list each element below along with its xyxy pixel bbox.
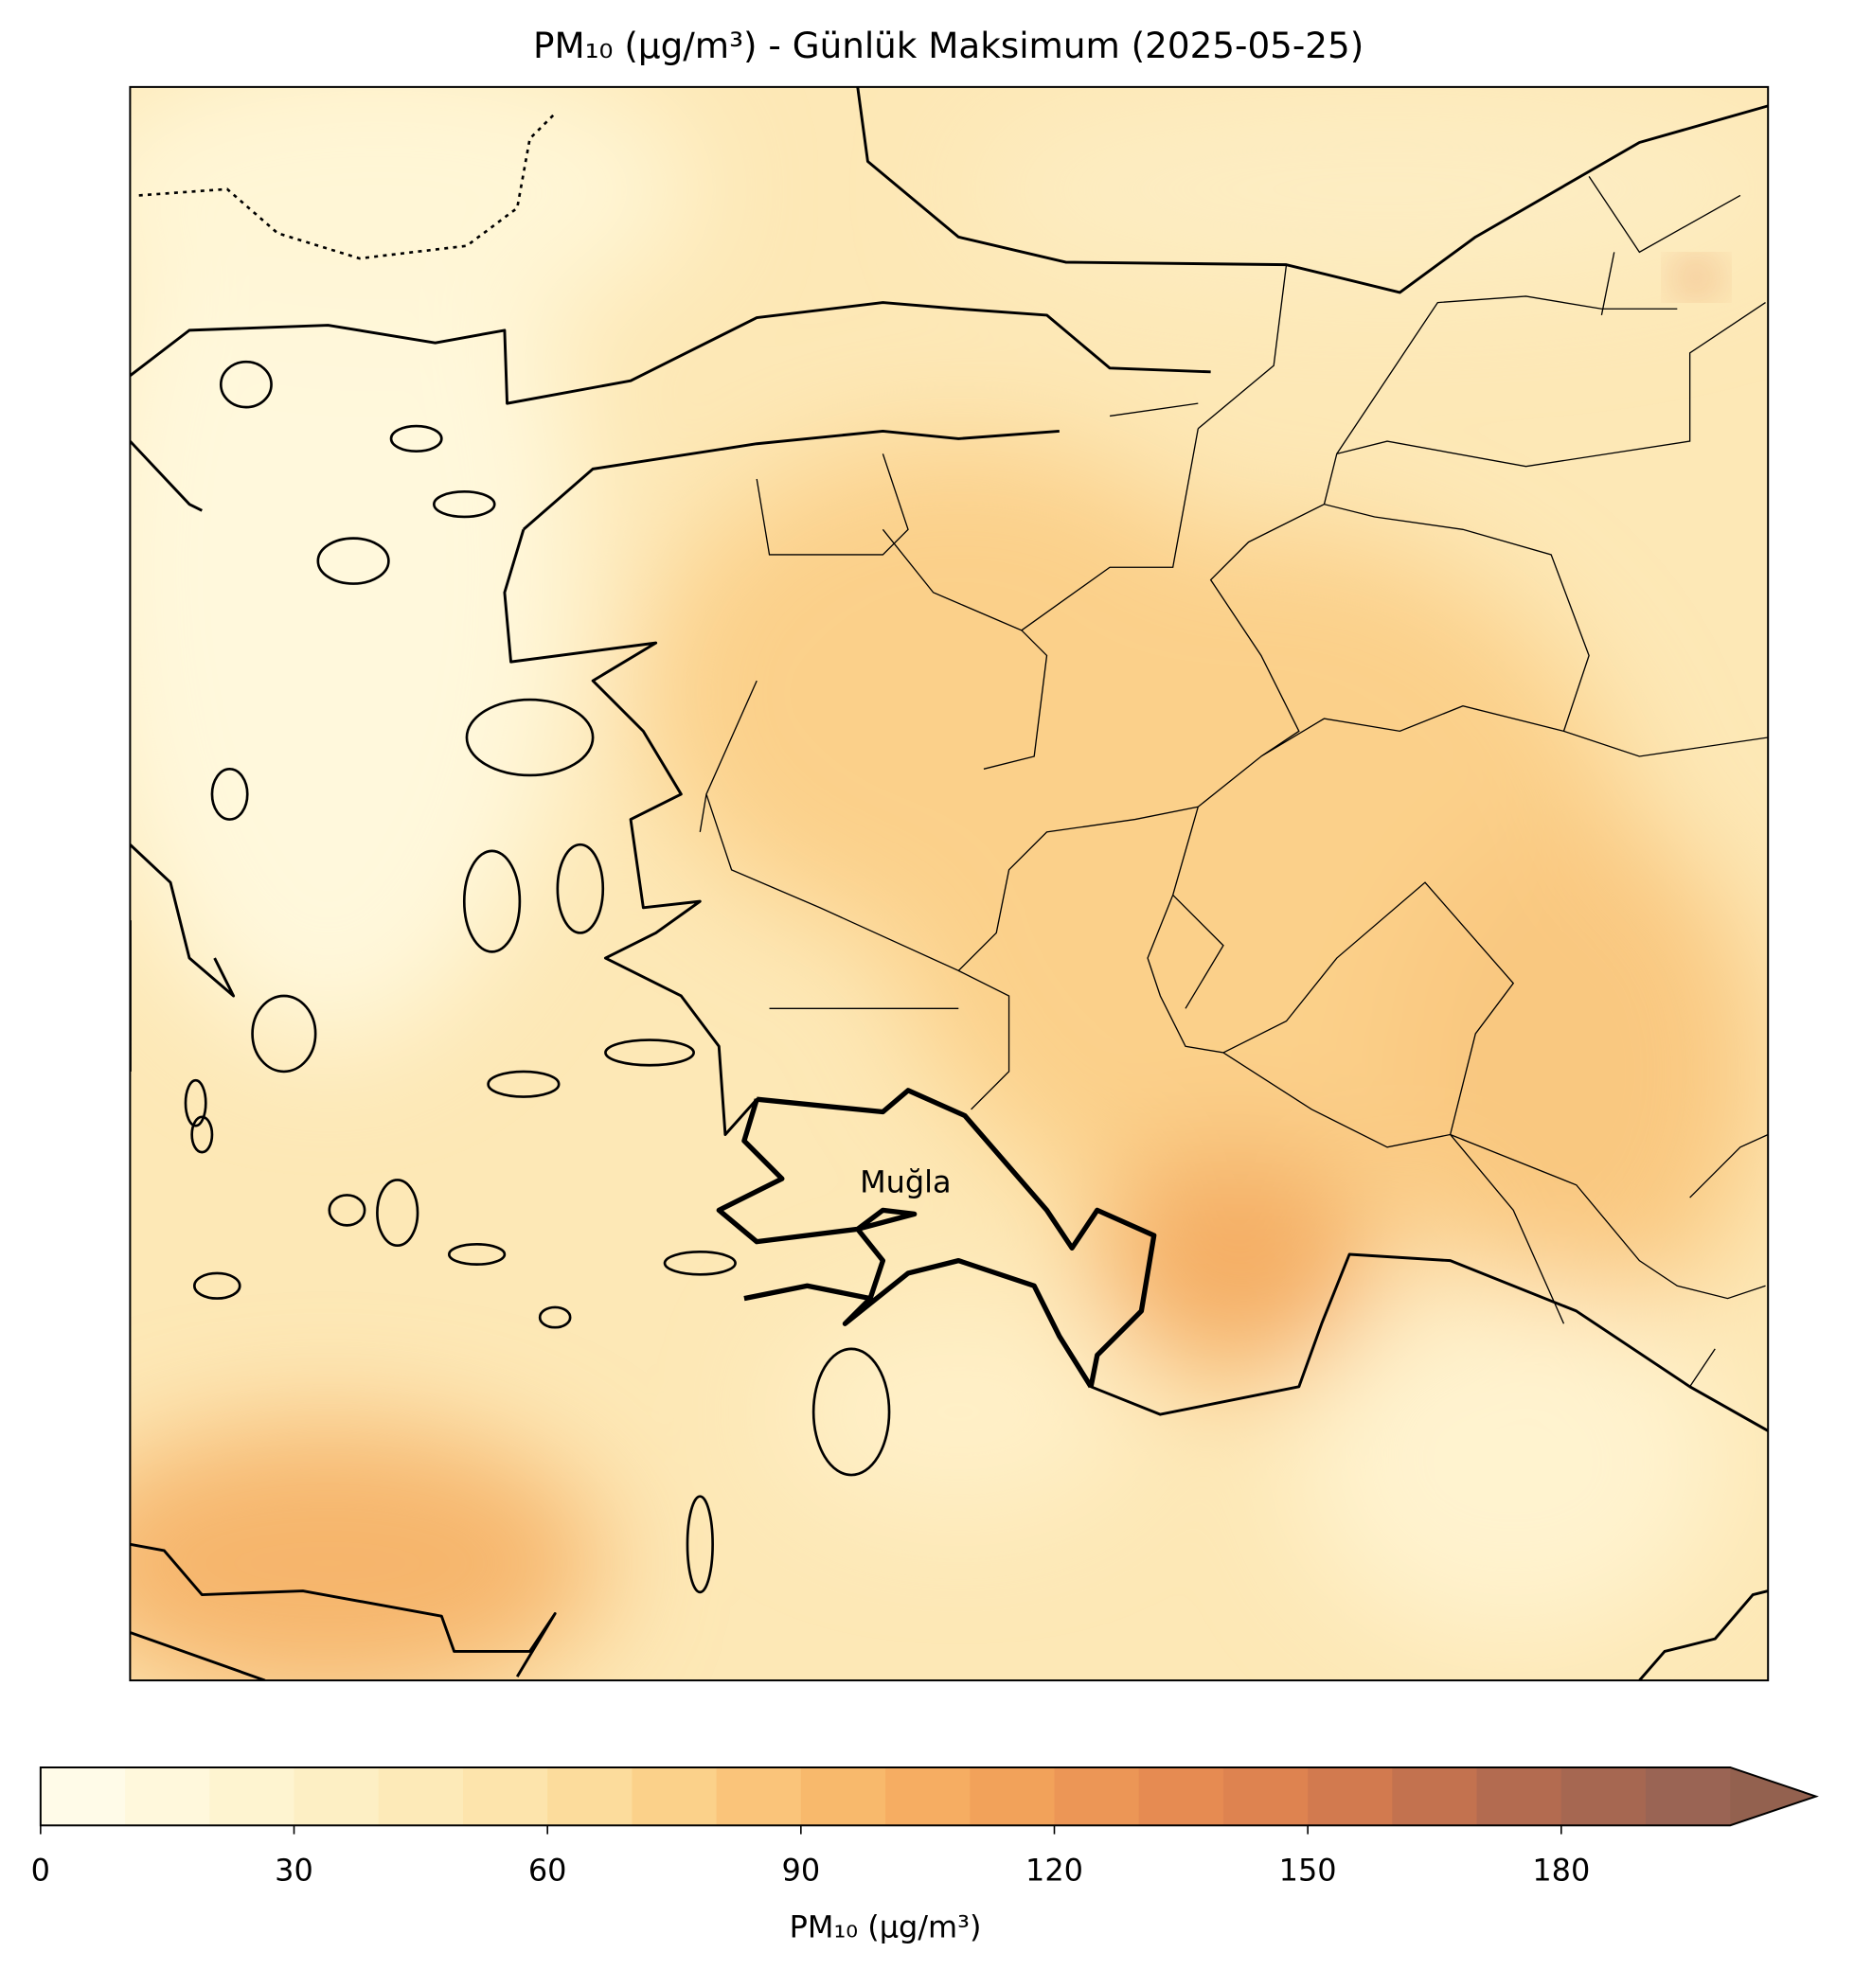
colorbar-bin [209, 1766, 295, 1826]
colorbar-bin [716, 1766, 802, 1826]
colorbar-bin [1054, 1766, 1140, 1826]
colorbar-extension [1730, 1766, 1816, 1826]
pm-field [130, 86, 1769, 1681]
colorbar-bin [1646, 1766, 1731, 1826]
colorbar-bin [1392, 1766, 1478, 1826]
colorbar: 0 30 60 90 120 150 180 [31, 1766, 1819, 1888]
coastline [1638, 1589, 1769, 1681]
border [138, 112, 557, 260]
colorbar-label: PM₁₀ (µg/m³) [790, 1908, 982, 1944]
colorbar-bin [40, 1766, 126, 1826]
map: Muğla [130, 86, 1769, 1681]
colorbar-tick-label: 180 [1532, 1852, 1590, 1888]
colorbar-bin [1138, 1766, 1224, 1826]
colorbar-bin [1476, 1766, 1562, 1826]
islands [184, 360, 891, 1594]
colorbar-bin [1560, 1766, 1647, 1826]
colorbar-bin [125, 1766, 210, 1826]
coastline [130, 440, 236, 1072]
map-frame [129, 85, 1770, 1682]
colorbar-tick-label: 90 [782, 1852, 821, 1888]
colorbar-bin [547, 1766, 633, 1826]
colorbar-bin [1308, 1766, 1394, 1826]
colorbar-tick-label: 150 [1279, 1852, 1337, 1888]
colorbar-bin [885, 1766, 971, 1826]
hotspot [1678, 264, 1714, 291]
coastline [522, 429, 1060, 531]
annotation: Muğla [860, 1163, 952, 1199]
colorbar-bin [632, 1766, 718, 1826]
mugla-outline [716, 1088, 1157, 1389]
colorbar-tick-label: 30 [275, 1852, 313, 1888]
colorbar-bin [1222, 1766, 1309, 1826]
colorbar-tick-label: 0 [31, 1852, 50, 1888]
colorbar-bin [378, 1766, 464, 1826]
province-borders [699, 176, 1769, 1388]
colorbar-tick-label: 60 [528, 1852, 567, 1888]
colorbar-bin [800, 1766, 886, 1826]
coastline [130, 1542, 557, 1681]
colorbar-bin [970, 1766, 1056, 1826]
colorbar-tick-label: 120 [1025, 1852, 1083, 1888]
chart-title: PM₁₀ (µg/m³) - Günlük Maksimum (2025-05-… [533, 25, 1364, 66]
colorbar-bin [462, 1766, 548, 1826]
colorbar-outline [39, 1766, 1819, 1827]
colorbar-bin [294, 1766, 380, 1826]
coastline [130, 301, 1211, 405]
